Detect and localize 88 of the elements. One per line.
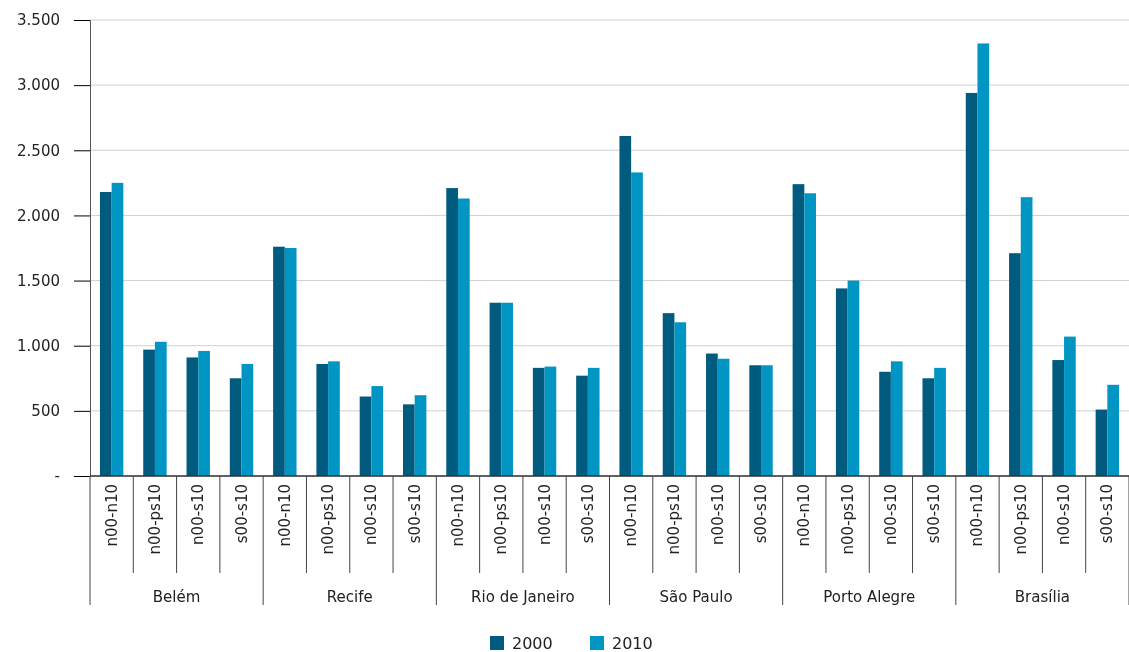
x-tick-label: n00-n10 [102,484,121,547]
bar [446,188,458,476]
bar [749,365,762,476]
bar [1052,360,1065,476]
x-tick-label: n00-s10 [362,484,381,545]
bar [229,378,242,476]
bar [706,353,718,476]
bar [835,288,848,476]
text: Recife [326,588,373,606]
x-tick-label: n00-ps10 [838,484,857,555]
bar [328,361,340,476]
bar [501,302,513,476]
bar [402,404,415,476]
y-tick-label: 1.500 [17,271,60,290]
bar [1064,336,1076,476]
x-tick-label: n00-n10 [968,484,987,547]
x-tick-label: n00-n10 [622,484,641,547]
x-tick-label: n00-s10 [535,484,554,545]
x-tick-label: n00-n10 [275,484,294,547]
text: Belém [152,588,201,606]
x-tick-label: s00-s10 [752,484,771,544]
bar [111,182,124,476]
text: São Paulo [659,588,733,606]
text: Rio de Janeiro [471,588,575,606]
x-tick-label: n00-s10 [1055,484,1074,545]
bar [977,43,990,476]
bar [674,322,687,476]
bar [489,302,502,476]
bar [847,280,860,476]
bar [761,365,773,476]
bar [99,191,112,476]
y-tick-label: 3.500 [17,11,60,30]
y-tick-label: - [54,467,60,486]
bar [587,367,600,476]
x-tick-label: n00-ps10 [492,484,511,555]
bar [804,193,817,476]
x-tick-label: n00-s10 [881,484,900,545]
bar [414,395,427,476]
legend-label: 2010 [612,634,653,652]
bar [792,184,805,476]
bar [1095,409,1108,476]
bar [154,341,167,476]
bar [1107,384,1120,476]
bar [273,246,285,476]
x-tick-label: n00-ps10 [145,484,164,555]
x-tick-label: n00-ps10 [1011,484,1030,555]
bar [662,313,675,476]
bar [186,357,199,476]
bar [1020,197,1033,476]
bar [241,363,254,476]
bar [619,135,632,476]
bar [532,367,545,476]
bar [143,349,155,476]
bar [316,363,329,476]
x-tick-label: n00-s10 [189,484,208,545]
bar [890,361,903,476]
bar [284,248,297,476]
x-tick-label: n00-s10 [708,484,727,545]
bar [631,172,643,476]
bar [457,198,470,476]
bar [359,396,372,476]
bar [544,366,557,476]
bar [922,378,935,476]
x-tick-label: s00-s10 [925,484,944,544]
bar [965,92,978,476]
x-tick-label: s00-s10 [405,484,424,544]
x-tick-label: n00-n10 [448,484,467,547]
x-tick-label: n00-ps10 [319,484,338,555]
text: Porto Alegre [823,588,916,606]
x-tick-label: n00-n10 [795,484,814,547]
x-tick-label: s00-s10 [232,484,251,544]
y-tick-label: 2.500 [17,141,60,160]
y-tick-label: 2.000 [17,206,60,225]
y-tick-label: 500 [31,402,60,421]
bar [1009,253,1021,476]
bar [879,371,891,476]
legend-label: 2000 [512,634,553,652]
text: Brasília [1014,588,1070,606]
x-tick-label: n00-ps10 [665,484,684,555]
bar [717,358,730,476]
x-tick-label: s00-s10 [578,484,597,544]
x-tick-label: s00-s10 [1098,484,1117,544]
bar [198,350,210,476]
y-tick-label: 1.000 [17,337,60,356]
bar [576,375,588,476]
y-tick-label: 3.000 [17,76,60,95]
bar [371,386,384,476]
bar [934,367,946,476]
